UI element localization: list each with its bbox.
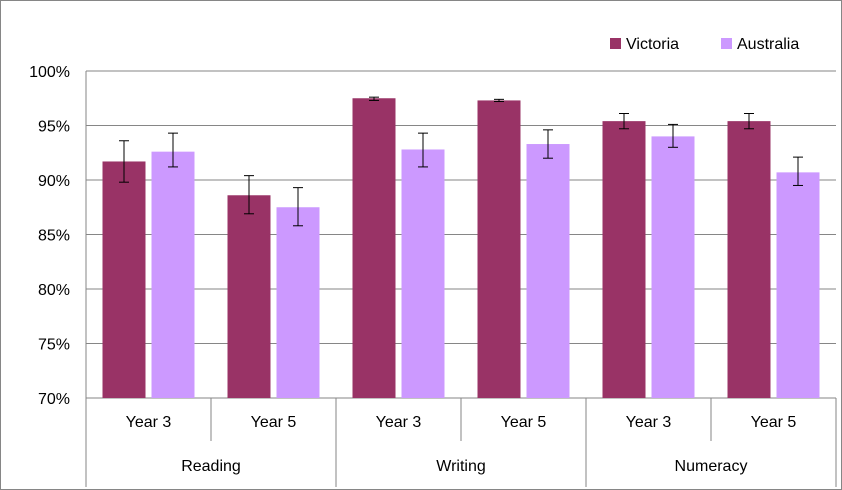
legend-swatch-victoria [610,38,621,49]
bar-australia [526,144,570,398]
bars [102,98,820,399]
x-tick-label: Year 3 [126,414,172,431]
bar-victoria [727,121,771,398]
bar-victoria [352,98,396,398]
y-tick-label: 80% [38,282,70,299]
bar-australia [276,207,320,398]
bar-australia [401,149,445,398]
y-axis-tick-labels: 70% 75% 80% 85% 90% 95% 100% [29,64,70,408]
legend: Victoria Australia [610,36,799,53]
y-tick-label: 90% [38,173,70,190]
y-tick-label: 85% [38,228,70,245]
legend-label-australia: Australia [737,36,799,53]
x-axis: Year 3 Year 5 Year 3 Year 5 Year 3 Year 5 Read… [85,71,837,487]
y-tick-label: 95% [38,119,70,136]
legend-label-victoria: Victoria [626,36,679,53]
bar-australia [776,172,820,398]
group-label: Numeracy [675,458,748,475]
bar-australia [151,151,195,398]
group-label: Reading [181,458,241,475]
x-tick-label: Year 5 [751,414,797,431]
error-bars [119,96,803,227]
y-tick-label: 75% [38,337,70,354]
bar-victoria [102,161,146,398]
y-tick-label: 100% [29,64,70,81]
x-tick-label: Year 3 [626,414,672,431]
bar-victoria [227,195,271,398]
x-tick-label: Year 3 [376,414,422,431]
y-tick-label: 70% [38,391,70,408]
x-tick-label: Year 5 [501,414,547,431]
bar-victoria [477,100,521,399]
bar-australia [651,136,695,398]
x-tick-label: Year 5 [251,414,297,431]
gridlines [86,70,836,399]
group-label: Writing [436,458,486,475]
bar-victoria [602,121,646,398]
legend-swatch-australia [721,38,732,49]
